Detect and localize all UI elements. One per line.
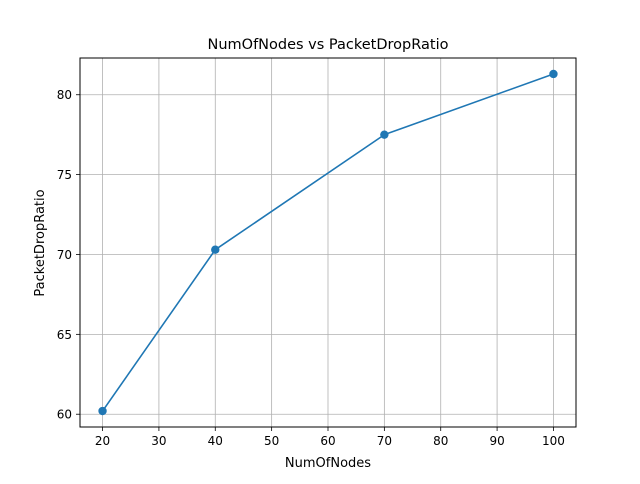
- y-tick-label: 70: [57, 248, 72, 262]
- x-tick-label: 50: [264, 434, 279, 448]
- y-tick-label: 65: [57, 328, 72, 342]
- y-tick-label: 80: [57, 88, 72, 102]
- data-point-marker: [211, 245, 220, 254]
- data-point-marker: [98, 406, 107, 416]
- x-axis-ticks: 20 30 40 50 60 70 80 90 100: [95, 427, 565, 448]
- y-tick-label: 75: [57, 168, 72, 182]
- x-tick-label: 60: [320, 434, 335, 448]
- series-line: [101, 73, 554, 412]
- data-point-marker: [549, 69, 558, 79]
- x-tick-label: 30: [151, 434, 166, 448]
- y-axis-ticks: 60 65 70 75 80: [57, 88, 80, 422]
- series-layer: [98, 69, 558, 416]
- x-tick-label: 70: [377, 434, 392, 448]
- x-tick-label: 90: [489, 434, 504, 448]
- x-axis-label: NumOfNodes: [285, 456, 371, 471]
- data-point-marker: [380, 130, 389, 139]
- chart-title: NumOfNodes vs PacketDropRatio: [208, 37, 449, 53]
- y-tick-label: 60: [57, 408, 72, 422]
- x-tick-label: 40: [208, 434, 223, 448]
- y-axis-label: PacketDropRatio: [33, 189, 48, 296]
- x-tick-label: 100: [542, 434, 565, 448]
- x-tick-label: 80: [433, 434, 448, 448]
- x-tick-label: 20: [95, 434, 110, 448]
